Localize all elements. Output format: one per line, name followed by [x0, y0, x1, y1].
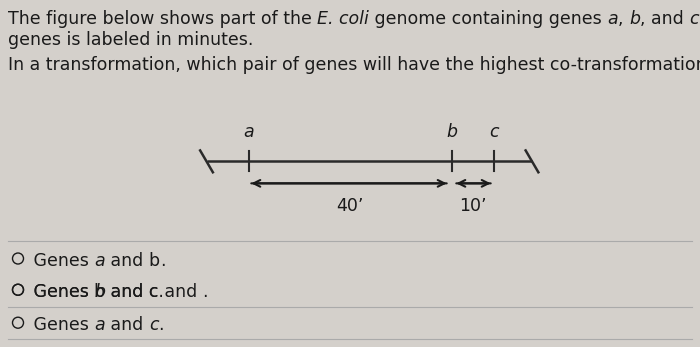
Text: a: a — [94, 316, 105, 334]
Text: E. coli: E. coli — [317, 10, 370, 28]
Text: .: . — [158, 316, 164, 334]
Text: b: b — [148, 252, 160, 270]
Text: b: b — [629, 10, 640, 28]
Text: genes is labeled in minutes.: genes is labeled in minutes. — [8, 31, 253, 49]
Text: Genes: Genes — [28, 283, 94, 301]
Text: The figure below shows part of the: The figure below shows part of the — [8, 10, 317, 28]
Text: and: and — [105, 252, 148, 270]
Text: .: . — [202, 283, 208, 301]
Text: Genes: Genes — [28, 283, 94, 301]
Text: and: and — [105, 316, 148, 334]
Text: and: and — [159, 283, 202, 301]
Text: b: b — [446, 123, 457, 141]
Text: . Distance between: . Distance between — [699, 10, 700, 28]
Text: Genes: Genes — [28, 252, 94, 270]
Text: b and c: b and c — [94, 283, 159, 301]
Text: a: a — [243, 123, 254, 141]
Text: c: c — [148, 316, 158, 334]
Text: 40’: 40’ — [336, 197, 364, 215]
Text: b: b — [94, 283, 106, 301]
Text: Genes: Genes — [28, 316, 94, 334]
Text: a: a — [608, 10, 618, 28]
Text: , and: , and — [640, 10, 690, 28]
Text: 10’: 10’ — [458, 197, 486, 215]
Text: .: . — [160, 252, 165, 270]
Text: genome containing genes: genome containing genes — [370, 10, 608, 28]
Text: c: c — [690, 10, 699, 28]
Text: and c.: and c. — [106, 283, 164, 301]
Text: c: c — [489, 123, 498, 141]
Text: a: a — [94, 252, 105, 270]
Text: In a transformation, which pair of genes will have the highest co-transformation: In a transformation, which pair of genes… — [8, 56, 700, 74]
Text: ,: , — [618, 10, 629, 28]
